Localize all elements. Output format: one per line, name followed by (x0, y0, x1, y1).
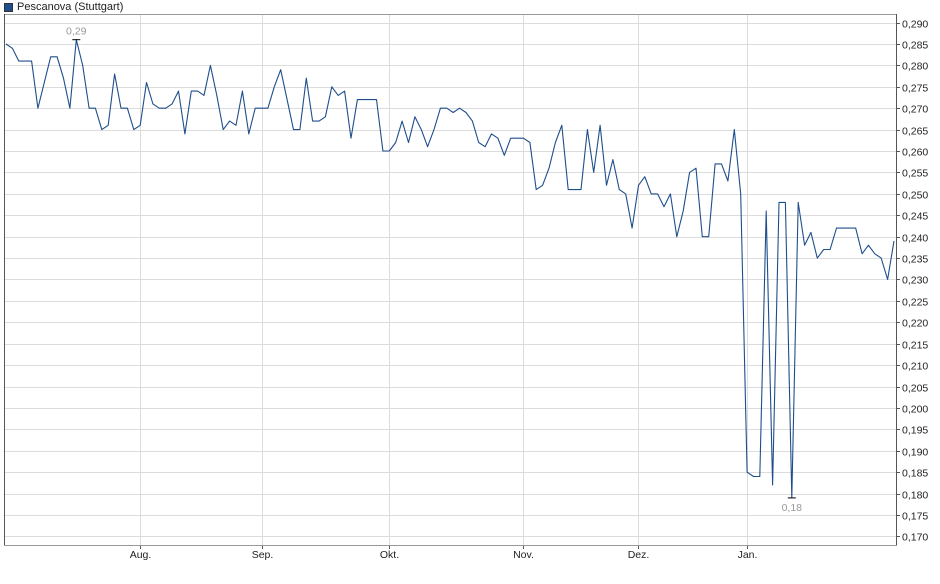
legend-swatch (4, 2, 13, 12)
x-tick-label: Okt. (380, 549, 399, 561)
y-tick-label: 0,240 (902, 233, 928, 245)
y-tick-label: 0,270 (902, 104, 928, 116)
x-tick-label: Sep. (252, 549, 274, 561)
extreme-label: 0,29 (66, 26, 87, 38)
y-tick-label: 0,260 (902, 147, 928, 159)
y-tick-label: 0,225 (902, 297, 928, 309)
y-tick-label: 0,190 (902, 447, 928, 459)
y-tick-label: 0,285 (902, 40, 928, 52)
grid (4, 14, 896, 545)
y-tick-label: 0,290 (902, 19, 928, 31)
y-tick-label: 0,255 (902, 168, 928, 180)
x-tick-label: Nov. (513, 549, 534, 561)
x-tick-label: Aug. (130, 549, 152, 561)
y-tick-label: 0,170 (902, 532, 928, 544)
x-tick-label: Jan. (738, 549, 758, 561)
y-tick-label: 0,245 (902, 211, 928, 223)
y-tick-label: 0,250 (902, 190, 928, 202)
y-tick-label: 0,200 (902, 404, 928, 416)
tick-labels: 0,290 0,285 0,280 0,275 0,270 0,265 0,260 0,255… (130, 19, 929, 562)
y-tick-label: 0,180 (902, 490, 928, 502)
y-tick-label: 0,280 (902, 61, 928, 73)
y-tick-label: 0,235 (902, 254, 928, 266)
y-tick-label: 0,275 (902, 83, 928, 95)
y-tick-label: 0,215 (902, 340, 928, 352)
y-tick-label: 0,195 (902, 425, 928, 437)
annotations: 0,29 0,18 (66, 26, 802, 514)
y-tick-label: 0,230 (902, 275, 928, 287)
axes (4, 14, 900, 549)
x-tick-label: Dez. (628, 549, 650, 561)
y-tick-label: 0,220 (902, 318, 928, 330)
y-tick-label: 0,175 (902, 511, 928, 523)
y-tick-label: 0,265 (902, 126, 928, 138)
extreme-label: 0,18 (782, 502, 803, 514)
series (5, 39, 895, 499)
y-tick-label: 0,210 (902, 361, 928, 373)
y-tick-label: 0,205 (902, 383, 928, 395)
y-tick-label: 0,185 (902, 468, 928, 480)
price-line (5, 39, 895, 499)
legend-label: Pescanova (Stuttgart) (17, 1, 124, 13)
legend: Pescanova (Stuttgart) (4, 1, 123, 13)
